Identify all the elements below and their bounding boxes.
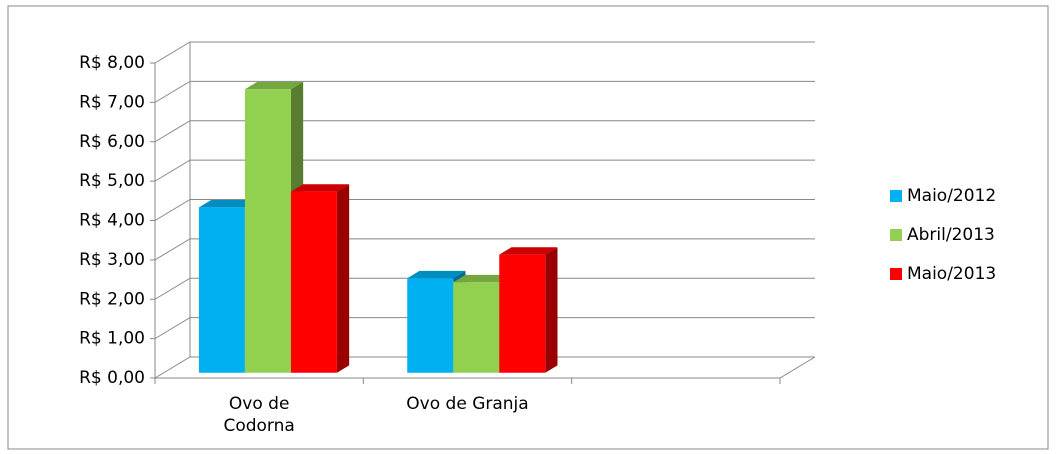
y-tick-label: R$ 1,00 bbox=[79, 329, 145, 349]
grid-line bbox=[154, 159, 815, 182]
legend-label: Maio/2012 bbox=[907, 186, 996, 206]
y-tick-label: R$ 3,00 bbox=[79, 250, 145, 270]
y-tick-label: R$ 0,00 bbox=[79, 368, 145, 388]
y-tick-label: R$ 6,00 bbox=[79, 132, 145, 152]
bar-top bbox=[407, 270, 466, 279]
y-tick-label: R$ 7,00 bbox=[79, 92, 145, 112]
bar-top bbox=[244, 81, 304, 90]
bar bbox=[407, 278, 454, 373]
bar-side bbox=[336, 184, 350, 373]
bar-top bbox=[453, 274, 512, 283]
bar-top bbox=[290, 184, 350, 192]
grid-line bbox=[154, 199, 815, 221]
legend-swatch bbox=[890, 190, 902, 202]
legend-swatch bbox=[890, 229, 902, 241]
grid-line bbox=[154, 80, 815, 103]
legend-swatch bbox=[890, 268, 902, 280]
chart-border bbox=[7, 5, 1049, 450]
bar bbox=[499, 254, 546, 373]
x-tick-label: Ovo de Codorna bbox=[223, 394, 295, 436]
legend-label: Abril/2013 bbox=[907, 225, 995, 245]
grid-line bbox=[154, 317, 815, 340]
grid-line bbox=[154, 356, 815, 379]
bar-side bbox=[545, 247, 558, 373]
y-tick-label: R$ 5,00 bbox=[79, 171, 145, 191]
bar bbox=[244, 89, 291, 373]
legend-label: Maio/2013 bbox=[907, 264, 996, 284]
y-tick-label: R$ 2,00 bbox=[79, 289, 145, 309]
bar bbox=[198, 207, 245, 373]
y-tick-label: R$ 4,00 bbox=[79, 211, 145, 231]
bar-top bbox=[499, 247, 558, 255]
y-tick-label: R$ 8,00 bbox=[79, 53, 145, 73]
bar bbox=[453, 282, 500, 373]
x-tick-label: Ovo de Granja bbox=[406, 394, 529, 414]
bar-top bbox=[198, 200, 258, 208]
grid-line bbox=[154, 238, 815, 261]
grid-line bbox=[154, 120, 815, 143]
bar bbox=[290, 191, 337, 373]
grid-line bbox=[154, 41, 815, 64]
grid-line bbox=[154, 277, 815, 300]
